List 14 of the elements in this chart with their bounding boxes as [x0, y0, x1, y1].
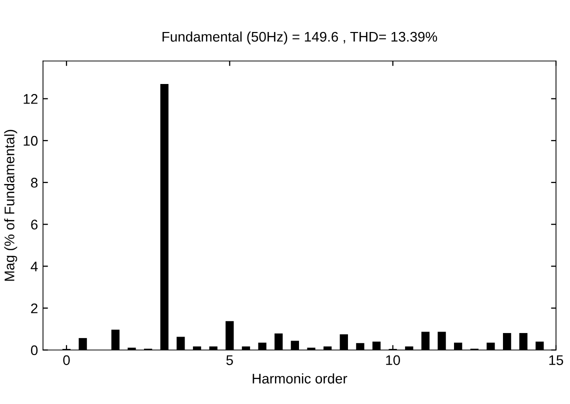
x-tick-label: 15 [549, 355, 564, 366]
x-tick-label: 0 [63, 355, 70, 366]
chart-title: Fundamental (50Hz) = 149.6 , THD= 13.39% [162, 31, 438, 44]
y-tick-label: 12 [24, 94, 38, 104]
y-tick-label: 6 [31, 220, 38, 230]
y-axis-title: Mag (% of Fundamental) [4, 130, 18, 281]
x-tick-label: 5 [226, 355, 233, 366]
y-tick-label: 2 [31, 303, 38, 314]
y-tick-label: 0 [30, 345, 38, 356]
y-tick-label: 4 [30, 262, 38, 272]
x-tick-label: 10 [386, 355, 400, 366]
x-axis-title: Harmonic order [252, 373, 348, 384]
y-tick-label: 10 [24, 136, 38, 146]
y-tick-label: 8 [31, 178, 38, 188]
